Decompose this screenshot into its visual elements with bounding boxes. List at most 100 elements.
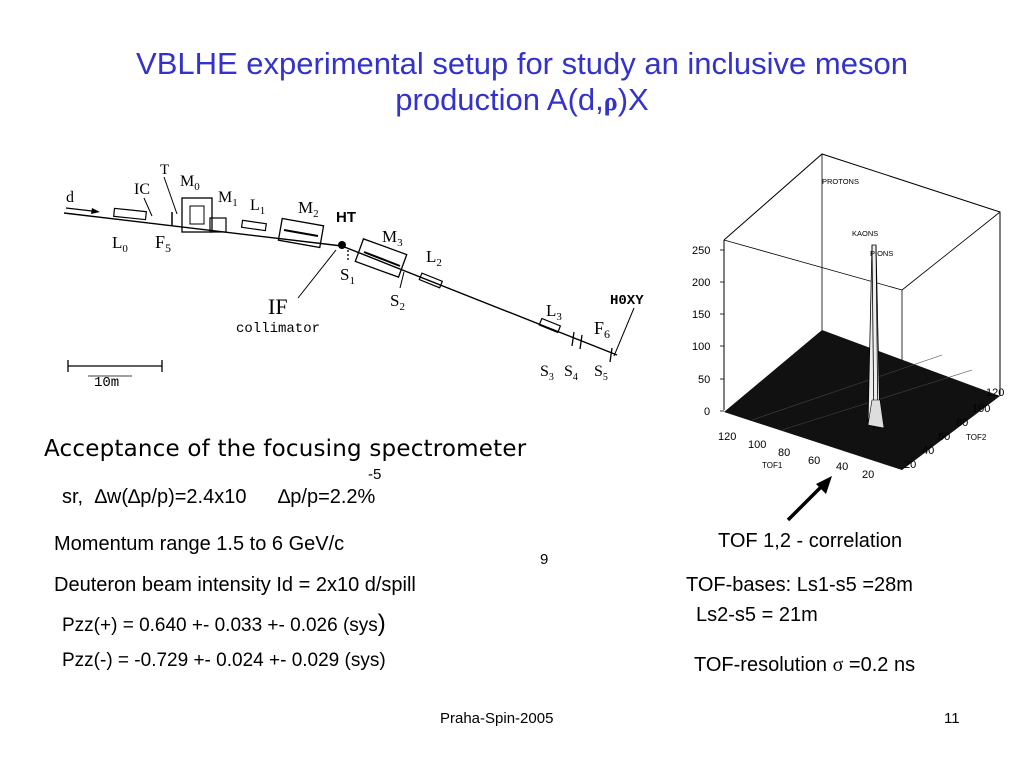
svg-text:F5: F5 [155,232,171,255]
svg-text:F6: F6 [594,318,610,341]
label-ht: HT [336,209,356,226]
svg-text:L0: L0 [112,233,128,255]
svg-text:S4: S4 [564,363,578,383]
tof1-label: TOF1 [762,461,783,470]
title-line-2: production A(d,ρ)X [60,82,984,120]
z-tick: 0 [704,406,710,418]
tof1-tick: 60 [808,455,820,467]
label-l1-sub: 1 [260,205,266,217]
label-scale: 10m [94,375,119,391]
svg-text:M2: M2 [298,198,319,220]
label-m0-sub: 0 [194,181,200,193]
dw-value: ∆w(∆p/p)=2.4x10 [94,486,247,508]
label-s2: S [390,291,399,310]
tof2-label: TOF2 [966,433,987,442]
tof-correlation-plot: 250 200 150 100 50 0 120 100 80 60 40 20… [692,153,1004,480]
svg-text:S3: S3 [540,363,554,383]
label-s3-sub: 3 [549,372,554,383]
label-m2-sub: 2 [313,208,319,220]
peak-label-pions: PIONS [870,249,893,258]
svg-text:S1: S1 [340,265,355,287]
tof1-tick: 80 [778,447,790,459]
label-l2: L [426,247,436,266]
tof2-tick: 100 [972,403,990,415]
label-f5: F [155,232,165,252]
label-collimator: collimator [236,321,320,337]
tof-resolution-post: =0.2 ns [848,654,916,676]
acceptance-line: sr, ∆w(∆p/p)=2.4x10 ∆p/p=2.2% [62,486,375,509]
svg-text:L3: L3 [546,301,562,323]
pzz-plus: Pzz(+) = 0.640 +- 0.033 +- 0.026 (sys) [62,610,386,638]
label-s3: S [540,363,549,380]
tof2-tick: 80 [956,417,968,429]
label-f6-sub: 6 [604,327,610,341]
rho-symbol: ρ [603,87,618,116]
label-m1: M [218,189,232,206]
label-l2-sub: 2 [436,257,442,269]
tof-resolution-pre: TOF-resolution [694,654,828,676]
svg-text:M3: M3 [382,227,403,249]
label-t: T [160,162,169,178]
svg-text:S2: S2 [390,291,405,313]
tof1-tick: 100 [748,439,766,451]
z-tick: 150 [692,309,710,321]
arrow-icon [786,476,832,522]
tof-correlation-caption: TOF 1,2 - correlation [718,530,903,552]
label-s2-sub: 2 [399,301,405,313]
tof-bases-line-1: TOF-bases: Ls1-s5 =28m [686,574,913,596]
label-d: d [66,189,74,206]
slide-title: VBLHE experimental setup for study an in… [60,46,984,120]
label-s4-sub: 4 [573,372,578,383]
label-f5-sub: 5 [165,241,171,255]
z-tick: 200 [692,277,710,289]
pzz-plus-text: Pzz(+) = 0.640 +- 0.033 +- 0.026 (sys [62,615,378,636]
label-m2: M [298,198,313,217]
label-s5-sub: 5 [603,372,608,383]
tof2-tick: 60 [938,431,950,443]
label-l1: L [250,197,260,214]
acceptance-heading: Acceptance of the focusing spectrometer [44,436,527,462]
label-if: IF [268,294,288,319]
tof1-axis-ticks: 120 100 80 60 40 20 [718,431,874,480]
label-l0-sub: 0 [122,243,128,255]
label-s1: S [340,265,349,284]
tof2-axis-ticks: 120 100 80 60 40 20 [904,387,1004,471]
title-line-2-pre: production A(d, [395,82,604,117]
label-m0: M [180,173,194,190]
label-f6: F [594,318,604,338]
peak-label-protons: PROTONS [822,177,859,186]
label-s5: S [594,363,603,380]
z-tick: 250 [692,245,710,257]
z-tick: 50 [698,374,710,386]
acceptance-exponent: -5 [368,466,382,483]
tof2-tick: 20 [904,459,916,471]
label-hoxy: H0XY [610,293,644,309]
title-line-1: VBLHE experimental setup for study an in… [136,46,908,81]
label-m1-sub: 1 [232,197,238,209]
title-line-2-post: )X [617,82,649,117]
tof1-tick: 20 [862,469,874,480]
intensity-exponent: 9 [540,551,549,568]
sr-label: sr, [62,486,84,508]
tof2-tick: 120 [986,387,1004,399]
pzz-minus: Pzz(-) = -0.729 +- 0.024 +- 0.029 (sys) [62,650,386,671]
label-l3: L [546,301,556,320]
tof-bases-line-2: Ls2-s5 = 21m [696,604,818,626]
z-axis-ticks: 250 200 150 100 50 0 [692,245,710,418]
z-tick: 100 [692,341,710,353]
pzz-plus-paren: ) [377,610,386,637]
beam-intensity: Deuteron beam intensity Id = 2x10 d/spil… [54,574,416,596]
svg-text:L1: L1 [250,197,265,217]
page-number: 11 [944,710,960,727]
label-s4: S [564,363,573,380]
tof1-tick: 40 [836,461,848,473]
peak-label-kaons: KAONS [852,229,878,238]
label-ic: IC [134,181,150,198]
svg-text:M0: M0 [180,173,200,193]
svg-text:S5: S5 [594,363,608,383]
dpp-value: ∆p/p=2.2% [278,486,376,508]
momentum-range: Momentum range 1.5 to 6 GeV/c [54,533,345,555]
tof1-tick: 120 [718,431,736,443]
tof2-tick: 40 [922,445,934,457]
label-s1-sub: 1 [349,275,355,287]
